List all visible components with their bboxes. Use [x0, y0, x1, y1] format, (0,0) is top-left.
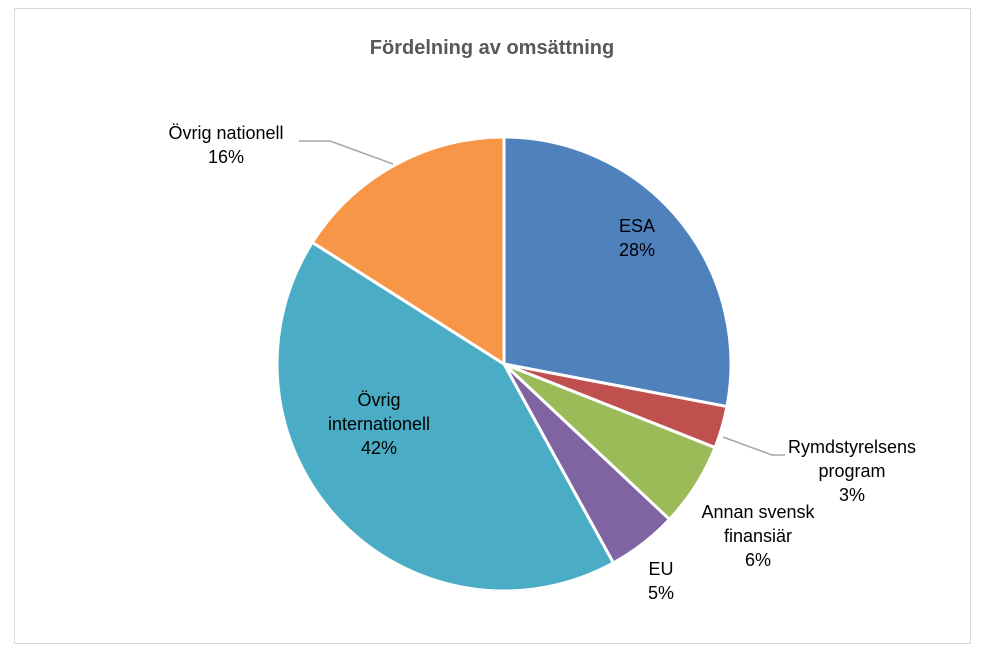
data-label-esa: ESA 28% — [619, 216, 655, 260]
data-label-percent: 3% — [839, 485, 865, 505]
data-label-text: EU — [648, 559, 673, 579]
data-label-percent: 6% — [745, 550, 771, 570]
pie-slice-esa — [502, 135, 733, 409]
chart-title: Fördelning av omsättning — [369, 37, 615, 59]
data-label-text: program — [818, 461, 885, 481]
data-label-eu: EU 5% — [648, 559, 674, 603]
pie-slice-ovrig-nationell — [310, 135, 506, 366]
data-label-text: internationell — [328, 414, 430, 434]
data-label-text: Rymdstyrelsens — [788, 437, 916, 457]
data-label-percent: 16% — [208, 147, 244, 167]
data-label-annan-svensk-finansiar: Annan svensk finansiär 6% — [701, 502, 815, 570]
data-label-rymdstyrelsens-program: Rymdstyrelsens program 3% — [788, 437, 916, 505]
data-label-percent: 28% — [619, 240, 655, 260]
data-label-text: ESA — [619, 216, 655, 236]
data-label-text: finansiär — [724, 526, 792, 546]
data-label-text: Annan svensk — [701, 502, 815, 522]
leader-line-rymdstyrelsens-program — [722, 436, 785, 456]
data-label-percent: 42% — [361, 438, 397, 458]
data-label-text: Övrig nationell — [168, 123, 283, 143]
leader-line-ovrig-nationell — [299, 140, 394, 165]
data-label-ovrig-internationell: Övrig internationell 42% — [328, 390, 430, 458]
data-label-percent: 5% — [648, 583, 674, 603]
data-label-text: Övrig — [357, 390, 400, 410]
data-label-ovrig-nationell: Övrig nationell 16% — [168, 123, 283, 167]
pie-slice-ovrig-internationell — [275, 240, 615, 593]
